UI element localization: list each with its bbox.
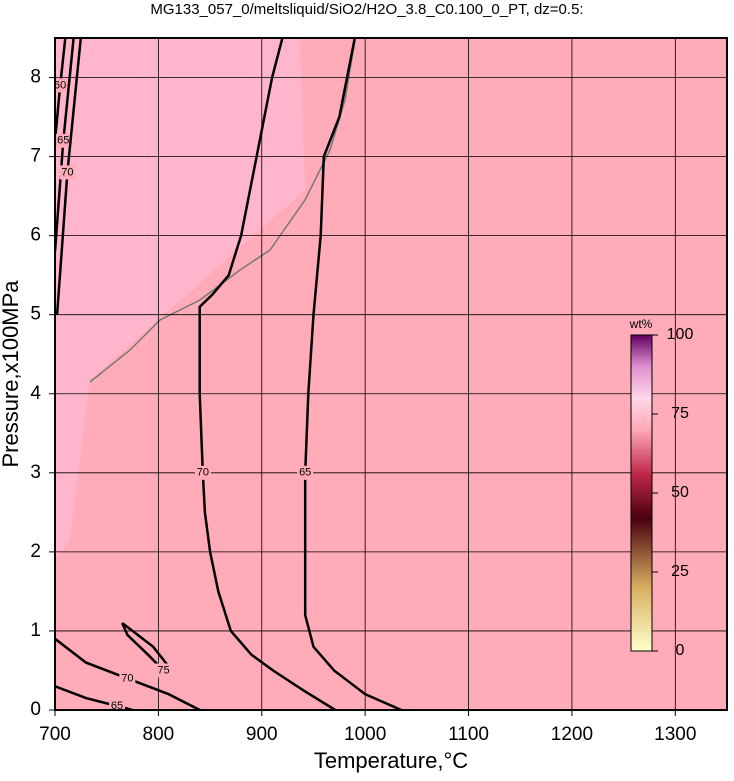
x-tick-label: 1300 <box>654 724 696 745</box>
contour-label-bg <box>55 133 72 148</box>
contour-label: 70 <box>197 467 209 479</box>
y-tick-label: 0 <box>30 699 41 720</box>
y-tick-label: 6 <box>30 225 41 246</box>
colorbar-tick-label: 50 <box>671 484 689 501</box>
contour-label-bg <box>119 671 136 686</box>
contour-label-bg <box>59 165 76 180</box>
colorbar-tick-label: 25 <box>671 563 689 580</box>
contour-label-bg <box>194 465 211 480</box>
contour-label-bg <box>55 78 69 93</box>
x-tick-label: 900 <box>246 724 278 745</box>
contour-label: 70 <box>61 166 73 178</box>
contour-label: 70 <box>121 672 133 684</box>
y-tick-label: 1 <box>30 620 41 641</box>
colorbar-tick-label: 75 <box>671 405 689 422</box>
y-tick-label: 7 <box>30 146 41 167</box>
plot-frame <box>54 37 728 711</box>
contour-label: 65 <box>299 467 311 479</box>
x-tick-label: 1000 <box>344 724 386 745</box>
contour-label-bg <box>155 663 172 678</box>
contour-label-bg <box>297 465 314 480</box>
contour-label: 60 <box>54 79 66 91</box>
colorbar-label: wt% <box>629 317 653 331</box>
contour-label-bg <box>109 699 126 710</box>
contour-label: 65 <box>57 135 69 147</box>
colorbar-tick-label: 100 <box>667 326 694 343</box>
y-axis-label: Pressure,x100MPa <box>0 280 23 468</box>
x-tick-label: 1200 <box>551 724 593 745</box>
contour-label: 65 <box>111 700 123 712</box>
light-region <box>55 38 305 560</box>
colorbar-tick-label: 0 <box>676 642 685 659</box>
x-tick-label: 1100 <box>448 724 489 745</box>
y-tick-label: 5 <box>30 304 41 325</box>
x-tick-label: 700 <box>39 724 71 745</box>
y-tick-label: 3 <box>30 462 41 483</box>
y-tick-label: 2 <box>30 541 41 562</box>
x-tick-label: 800 <box>143 724 175 745</box>
contours: 70 65 60 65 70 70 65 75 <box>54 38 402 712</box>
colorbar <box>630 334 653 652</box>
y-tick-label: 4 <box>30 383 41 404</box>
y-tick-label: 8 <box>30 67 41 88</box>
colorbar-ticks: 0 25 50 75 100 <box>652 326 693 659</box>
contour-label: 75 <box>157 664 169 676</box>
x-axis-label: Temperature,°C <box>314 748 468 773</box>
chart-title: MG133_057_0/meltsliquid/SiO2/H2O_3.8_C0.… <box>150 1 583 18</box>
